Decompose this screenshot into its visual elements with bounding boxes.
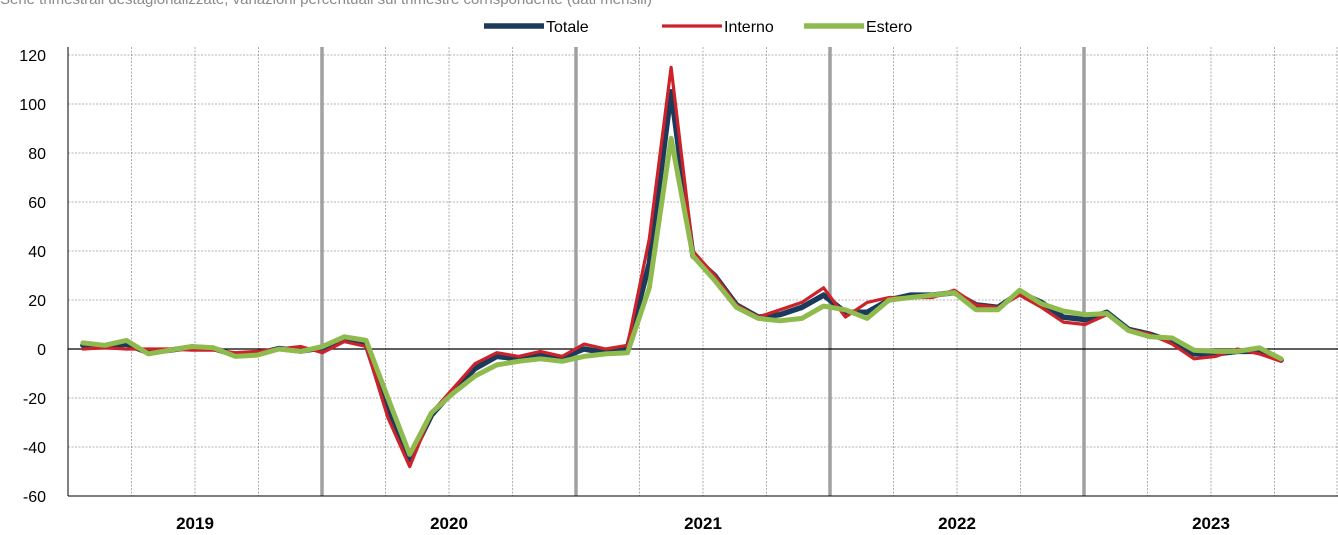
series-line-interno bbox=[81, 65, 1283, 469]
x-year-label: 2019 bbox=[176, 514, 214, 533]
legend-label-interno: Interno bbox=[724, 19, 774, 36]
x-year-label: 2021 bbox=[684, 514, 722, 533]
y-tick-label: 40 bbox=[28, 244, 46, 261]
y-tick-label: -40 bbox=[23, 440, 46, 457]
y-tick-label: -20 bbox=[23, 391, 46, 408]
series-lines bbox=[80, 65, 1284, 469]
y-tick-label: 120 bbox=[19, 48, 46, 65]
legend-label-totale: Totale bbox=[546, 19, 589, 36]
grid bbox=[68, 47, 1338, 497]
x-year-label: 2020 bbox=[430, 514, 468, 533]
y-tick-label: -60 bbox=[23, 489, 46, 506]
legend-label-estero: Estero bbox=[866, 19, 912, 36]
y-tick-label: 100 bbox=[19, 97, 46, 114]
y-tick-label: 0 bbox=[37, 342, 46, 359]
x-year-label: 2022 bbox=[938, 514, 976, 533]
x-year-label: 2023 bbox=[1192, 514, 1230, 533]
series-line-estero bbox=[80, 135, 1284, 457]
y-tick-label: 80 bbox=[28, 146, 46, 163]
chart-subtitle: Serie trimestrali destagionalizzate; var… bbox=[0, 0, 652, 8]
y-tick-label: 60 bbox=[28, 195, 46, 212]
y-tick-label: 20 bbox=[28, 293, 46, 310]
tick-labels: -60 -40 -20 0 20 40 60 80 100 120 2019 2020 2021 2022… bbox=[19, 48, 1230, 533]
legend: Totale Interno Estero bbox=[484, 19, 912, 36]
